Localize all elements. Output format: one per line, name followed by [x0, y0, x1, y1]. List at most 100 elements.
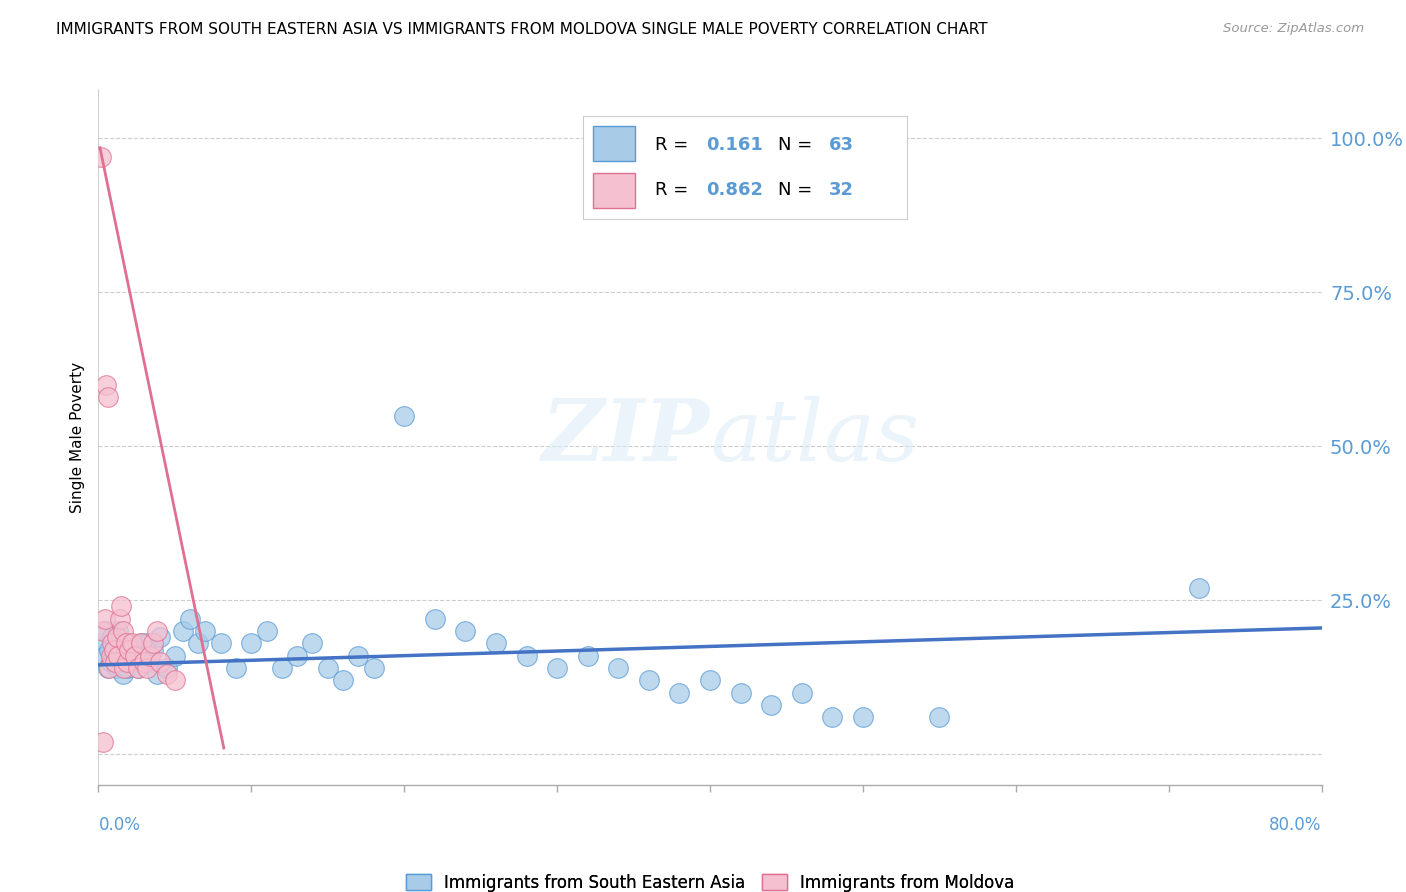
Point	[127, 661, 149, 675]
Text: 63: 63	[830, 136, 855, 153]
Point	[332, 673, 354, 688]
Point	[91, 624, 114, 638]
Text: 0.862: 0.862	[706, 181, 763, 199]
Point	[97, 390, 120, 404]
Point	[105, 630, 128, 644]
Point	[91, 735, 114, 749]
Point	[699, 673, 721, 688]
Point	[270, 661, 292, 675]
Point	[852, 710, 875, 724]
Point	[97, 661, 120, 675]
Point	[142, 642, 165, 657]
Point	[668, 685, 690, 699]
Point	[105, 661, 128, 675]
Point	[240, 636, 263, 650]
Point	[108, 655, 131, 669]
Point	[423, 612, 446, 626]
Point	[156, 667, 179, 681]
Y-axis label: Single Male Poverty: Single Male Poverty	[70, 361, 86, 513]
Text: ZIP: ZIP	[543, 395, 710, 479]
Point	[172, 624, 194, 638]
Point	[134, 655, 156, 669]
Point	[101, 636, 124, 650]
Point	[112, 636, 135, 650]
Point	[454, 624, 477, 638]
Point	[121, 636, 143, 650]
Point	[100, 648, 122, 663]
Point	[730, 685, 752, 699]
Point	[91, 636, 114, 650]
Point	[209, 636, 232, 650]
Point	[94, 377, 117, 392]
Point	[94, 624, 117, 638]
Point	[316, 661, 339, 675]
Point	[104, 655, 127, 669]
Point	[117, 655, 139, 669]
Point	[821, 710, 844, 724]
Text: 0.0%: 0.0%	[98, 816, 141, 834]
Point	[107, 624, 129, 638]
Point	[136, 636, 159, 650]
Point	[110, 599, 132, 614]
Point	[98, 642, 121, 657]
Point	[149, 630, 172, 644]
Point	[256, 624, 278, 638]
Point	[576, 648, 599, 663]
Point	[485, 636, 508, 650]
Point	[285, 648, 308, 663]
Point	[111, 624, 134, 638]
Point	[103, 648, 125, 663]
Point	[101, 630, 124, 644]
Point	[115, 648, 138, 663]
Text: R =: R =	[655, 181, 693, 199]
Text: atlas: atlas	[710, 396, 920, 478]
Point	[136, 661, 159, 675]
Text: IMMIGRANTS FROM SOUTH EASTERN ASIA VS IMMIGRANTS FROM MOLDOVA SINGLE MALE POVERT: IMMIGRANTS FROM SOUTH EASTERN ASIA VS IM…	[56, 22, 988, 37]
Text: 0.161: 0.161	[706, 136, 763, 153]
Text: N =: N =	[778, 181, 817, 199]
Point	[104, 636, 127, 650]
Point	[363, 661, 385, 675]
Point	[301, 636, 323, 650]
Point	[118, 636, 141, 650]
Point	[103, 642, 125, 657]
Point	[139, 648, 162, 663]
Point	[163, 648, 186, 663]
Point	[100, 655, 122, 669]
Point	[111, 667, 134, 681]
Point	[142, 636, 165, 650]
Point	[134, 648, 156, 663]
Point	[392, 409, 416, 423]
Point	[516, 648, 538, 663]
Point	[90, 150, 112, 164]
Point	[124, 648, 146, 663]
Point	[129, 636, 152, 650]
FancyBboxPatch shape	[593, 127, 636, 161]
Point	[115, 636, 138, 650]
Point	[347, 648, 370, 663]
Text: Source: ZipAtlas.com: Source: ZipAtlas.com	[1223, 22, 1364, 36]
Point	[139, 655, 162, 669]
Legend: Immigrants from South Eastern Asia, Immigrants from Moldova: Immigrants from South Eastern Asia, Immi…	[399, 867, 1021, 892]
Point	[117, 661, 139, 675]
Point	[546, 661, 568, 675]
Point	[637, 673, 661, 688]
Point	[93, 648, 115, 663]
Point	[129, 636, 152, 650]
Point	[110, 642, 132, 657]
Text: R =: R =	[655, 136, 693, 153]
Point	[149, 655, 172, 669]
Point	[194, 624, 217, 638]
Point	[121, 655, 143, 669]
Point	[163, 673, 186, 688]
FancyBboxPatch shape	[593, 173, 636, 208]
Text: 32: 32	[830, 181, 855, 199]
Point	[145, 667, 167, 681]
Point	[127, 661, 149, 675]
Text: N =: N =	[778, 136, 817, 153]
Point	[187, 636, 209, 650]
Point	[607, 661, 630, 675]
Point	[179, 612, 201, 626]
Point	[98, 661, 121, 675]
Point	[93, 612, 115, 626]
